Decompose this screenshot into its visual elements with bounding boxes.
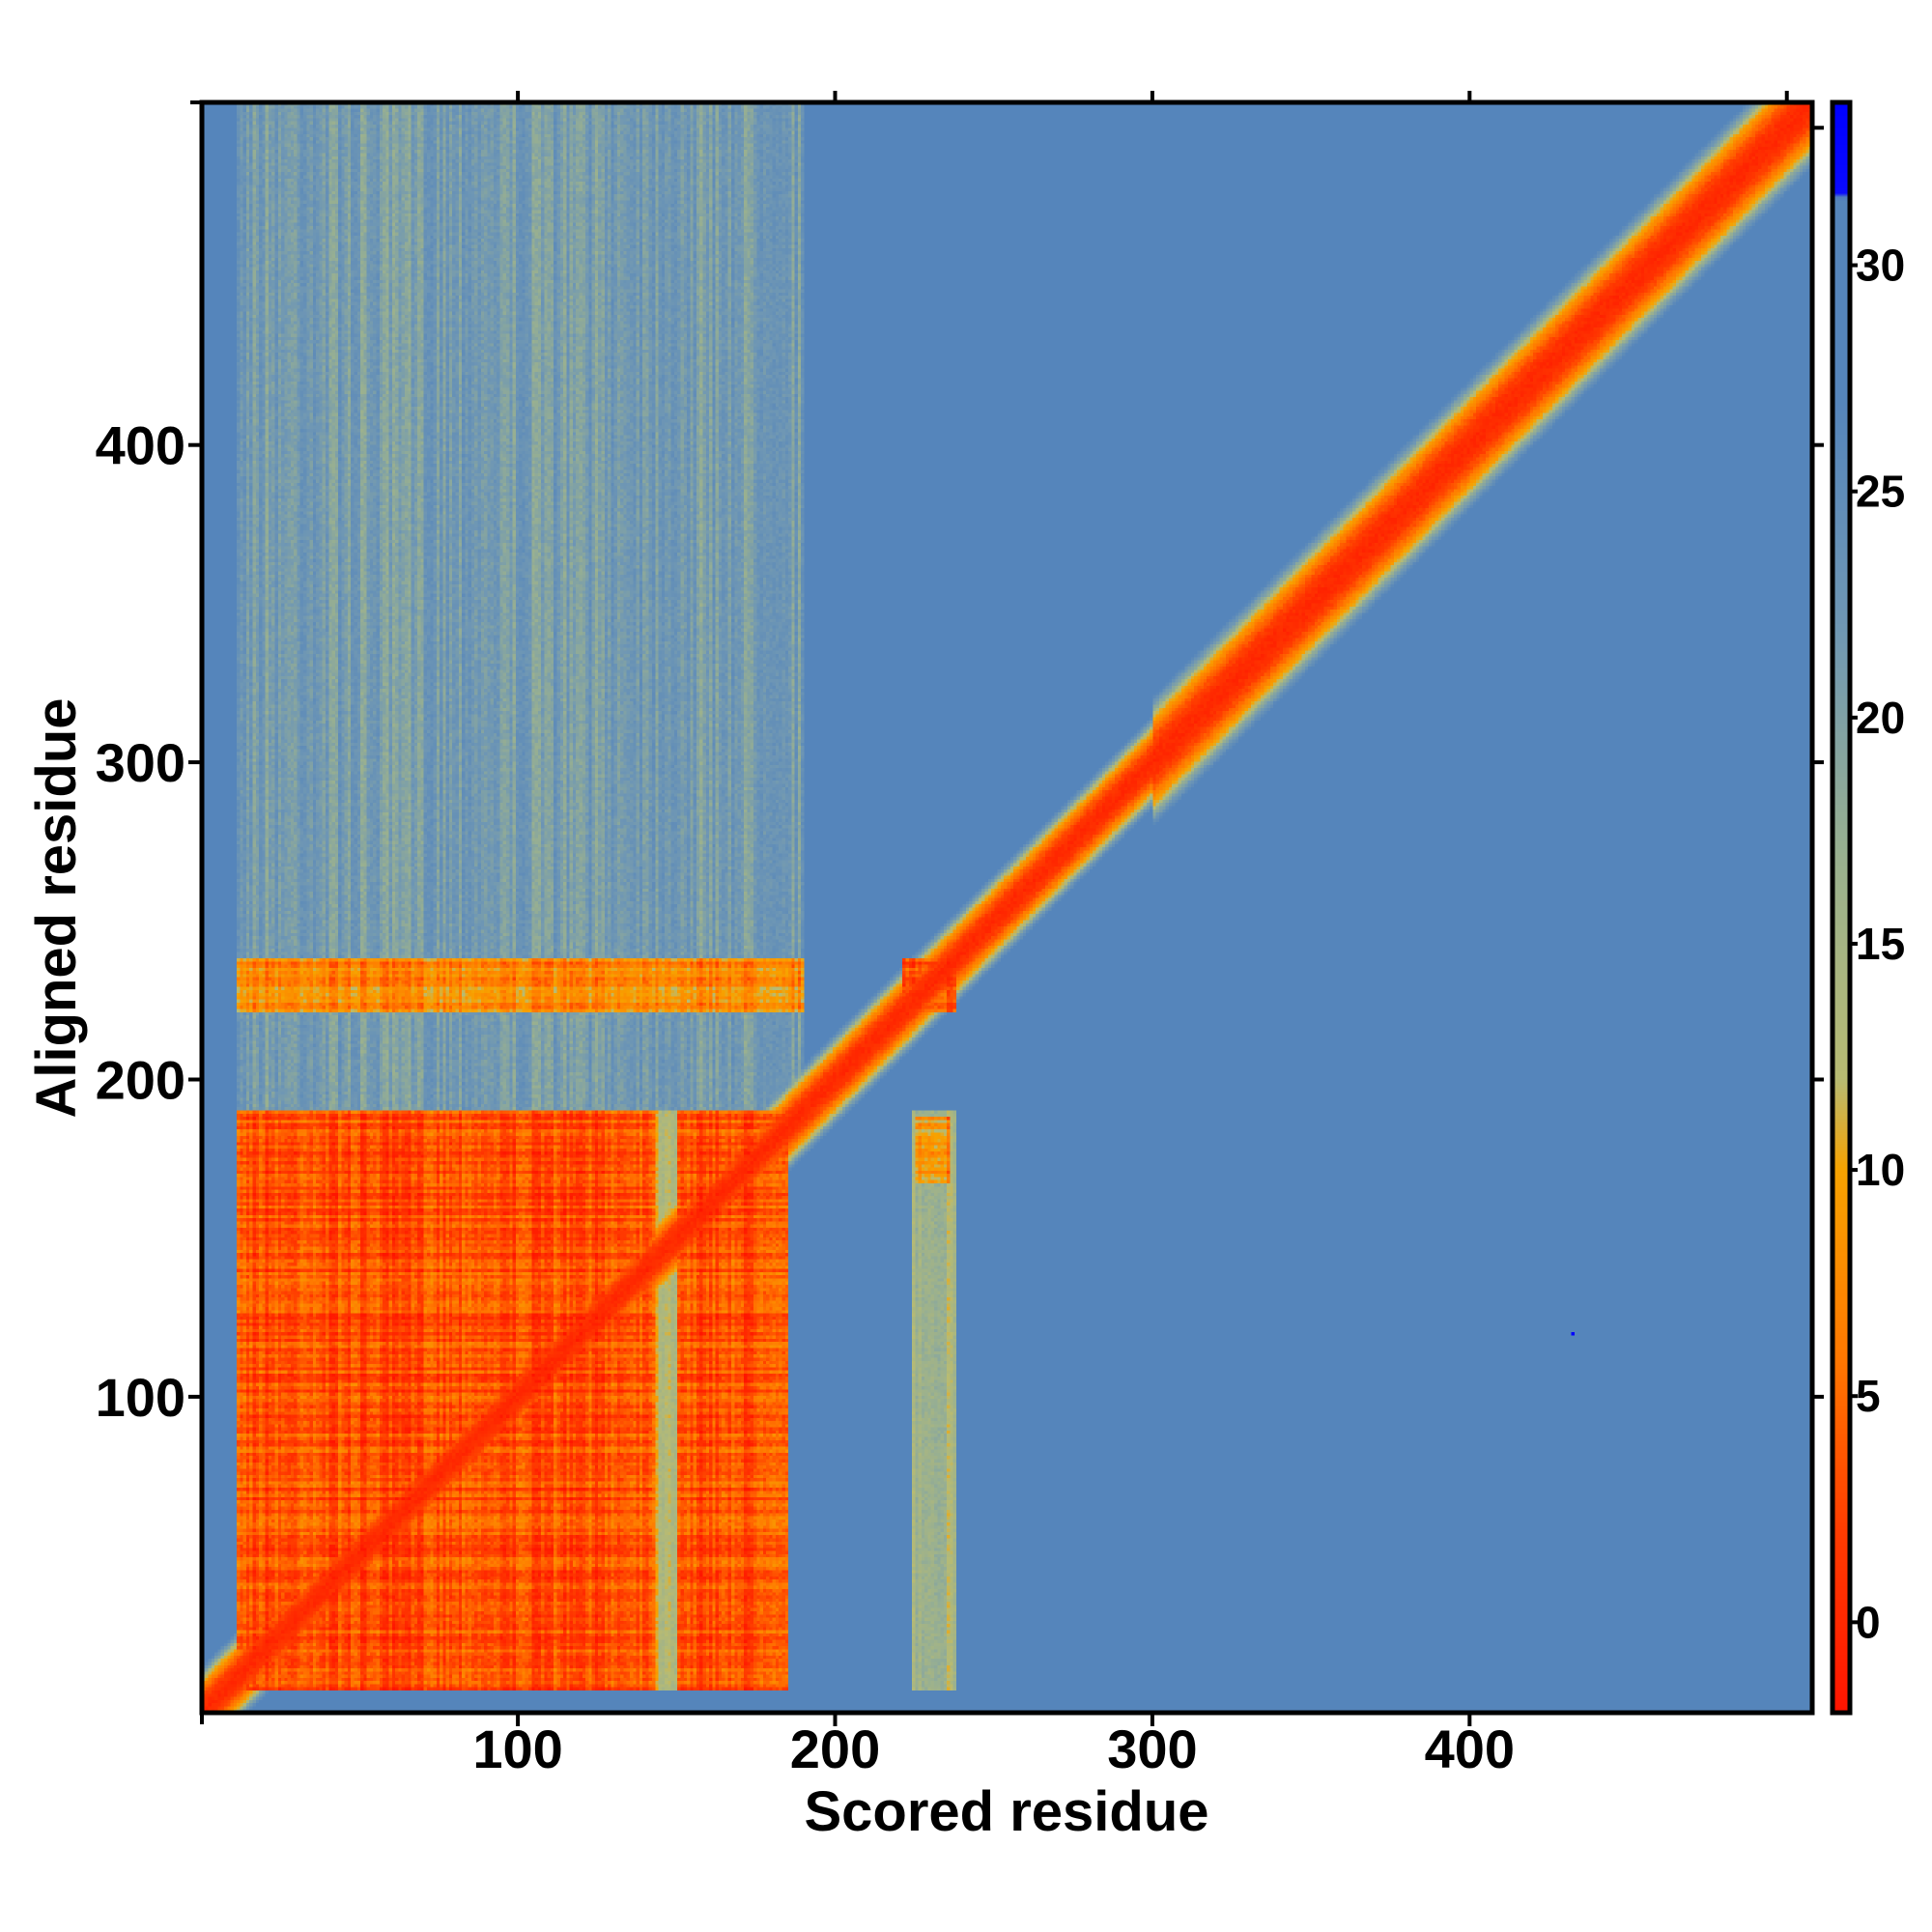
- colorbar-tick-label: 15: [1856, 919, 1905, 969]
- x-tick-label: 200: [790, 1719, 880, 1779]
- plot-frame: [199, 99, 1815, 1716]
- colorbar-tick-label: 10: [1856, 1145, 1905, 1195]
- colorbar-tick-label: 0: [1856, 1597, 1881, 1647]
- colorbar-tick-label: 20: [1856, 693, 1905, 743]
- colorbar-gradient: [1833, 102, 1849, 1713]
- y-axis-title: Aligned residue: [25, 697, 88, 1118]
- colorbar-tick-label: 5: [1856, 1371, 1881, 1421]
- y-tick-label: 200: [96, 1049, 185, 1110]
- y-tick-label: 100: [96, 1367, 185, 1428]
- y-tick-label: 400: [96, 415, 185, 476]
- heatmap-cells: [202, 102, 1812, 1713]
- colorbar-tick-label: 30: [1856, 241, 1905, 291]
- x-tick-label: 400: [1425, 1719, 1515, 1779]
- x-tick-label: 100: [472, 1719, 562, 1779]
- x-axis-title: Scored residue: [804, 1780, 1208, 1843]
- x-tick-label: 300: [1107, 1719, 1197, 1779]
- colorbar-frame: [1830, 99, 1853, 1716]
- colorbar-tick-label: 25: [1856, 467, 1905, 517]
- y-tick-label: 300: [96, 732, 185, 793]
